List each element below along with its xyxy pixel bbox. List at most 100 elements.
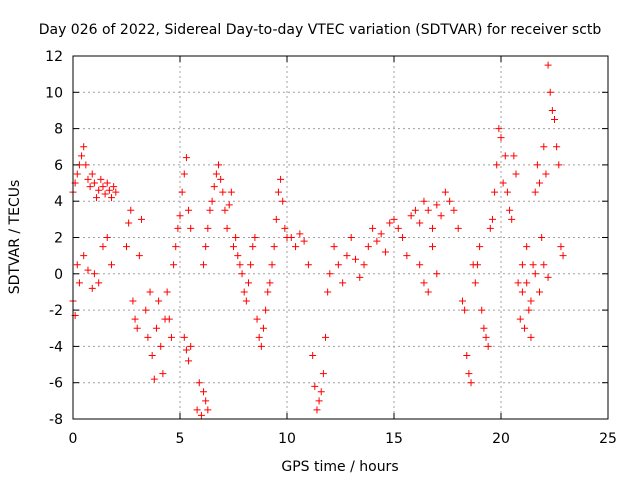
data-point	[317, 388, 325, 396]
data-point	[202, 397, 210, 405]
data-point	[347, 234, 355, 241]
data-point	[125, 219, 133, 227]
data-point	[208, 197, 216, 205]
data-point	[523, 243, 531, 251]
x-axis: 0 5 10 15 20 25	[69, 56, 617, 447]
data-point	[465, 370, 473, 378]
data-point	[272, 215, 280, 223]
data-point	[463, 351, 471, 359]
data-point	[99, 183, 107, 191]
data-point	[103, 179, 111, 187]
data-point	[95, 279, 103, 287]
data-point	[527, 333, 535, 341]
data-point	[244, 279, 252, 287]
data-point	[185, 357, 193, 365]
data-point	[551, 116, 558, 124]
data-point	[491, 188, 499, 196]
data-point	[536, 288, 544, 296]
data-point	[557, 243, 565, 251]
data-point	[268, 261, 276, 269]
data-point	[259, 324, 267, 332]
data-point	[538, 234, 546, 241]
data-point	[478, 306, 486, 314]
data-point	[131, 315, 139, 323]
data-points	[69, 61, 567, 419]
data-point	[202, 243, 210, 251]
y-tick-label: 8	[54, 122, 63, 138]
data-point	[238, 270, 246, 278]
data-point	[266, 279, 274, 287]
data-point	[480, 324, 488, 332]
data-point	[486, 224, 494, 232]
data-point	[454, 224, 462, 232]
data-point	[108, 194, 116, 202]
data-point	[424, 288, 432, 296]
data-point	[512, 170, 520, 178]
data-point	[493, 161, 501, 169]
y-tick-label: 10	[45, 85, 63, 101]
data-point	[152, 324, 160, 332]
data-point	[339, 279, 347, 287]
data-point	[103, 234, 111, 241]
data-point	[334, 261, 342, 269]
data-point	[80, 252, 88, 260]
y-tick-label: -8	[49, 412, 63, 428]
data-point	[287, 234, 295, 241]
data-point	[499, 179, 507, 187]
data-point	[386, 219, 394, 227]
data-point	[309, 351, 317, 359]
data-point	[95, 186, 103, 194]
data-point	[458, 297, 466, 305]
data-point	[262, 306, 270, 314]
data-point	[251, 234, 259, 241]
data-point	[187, 224, 195, 232]
data-point	[343, 252, 351, 260]
data-point	[253, 315, 261, 323]
data-point	[476, 243, 484, 251]
data-point	[217, 175, 225, 183]
data-point	[497, 134, 505, 142]
data-point	[319, 370, 327, 378]
data-point	[411, 206, 419, 214]
data-point	[185, 206, 193, 214]
data-point	[467, 379, 475, 387]
data-point	[315, 397, 323, 405]
data-point	[540, 261, 548, 269]
data-point	[360, 261, 368, 269]
data-point	[369, 224, 377, 232]
data-point	[165, 315, 173, 323]
data-point	[236, 261, 244, 269]
data-point	[394, 224, 402, 232]
data-point	[223, 224, 231, 232]
data-point	[484, 342, 492, 350]
data-point	[416, 219, 424, 227]
data-point	[324, 288, 332, 296]
data-point	[242, 297, 250, 305]
x-tick-label: 5	[176, 431, 185, 447]
data-point	[471, 279, 479, 287]
data-point	[90, 270, 98, 278]
data-point	[300, 237, 308, 245]
y-axis-title: SDTVAR / TECUs	[7, 180, 23, 295]
data-point	[178, 188, 186, 196]
data-point	[553, 143, 561, 151]
data-point	[155, 297, 163, 305]
data-point	[433, 201, 441, 209]
data-point	[230, 243, 237, 251]
data-point	[281, 224, 289, 232]
data-point	[88, 170, 96, 178]
data-point	[518, 261, 526, 269]
data-point	[399, 234, 407, 241]
data-point	[204, 224, 212, 232]
data-point	[536, 179, 544, 187]
data-point	[514, 279, 522, 287]
chart-title: Day 026 of 2022, Sidereal Day-to-day VTE…	[39, 22, 602, 38]
data-point	[80, 143, 88, 151]
data-point	[407, 212, 415, 220]
data-point	[322, 333, 330, 341]
data-point	[88, 284, 96, 292]
data-point	[508, 215, 516, 223]
data-point	[123, 243, 130, 251]
data-point	[174, 224, 182, 232]
